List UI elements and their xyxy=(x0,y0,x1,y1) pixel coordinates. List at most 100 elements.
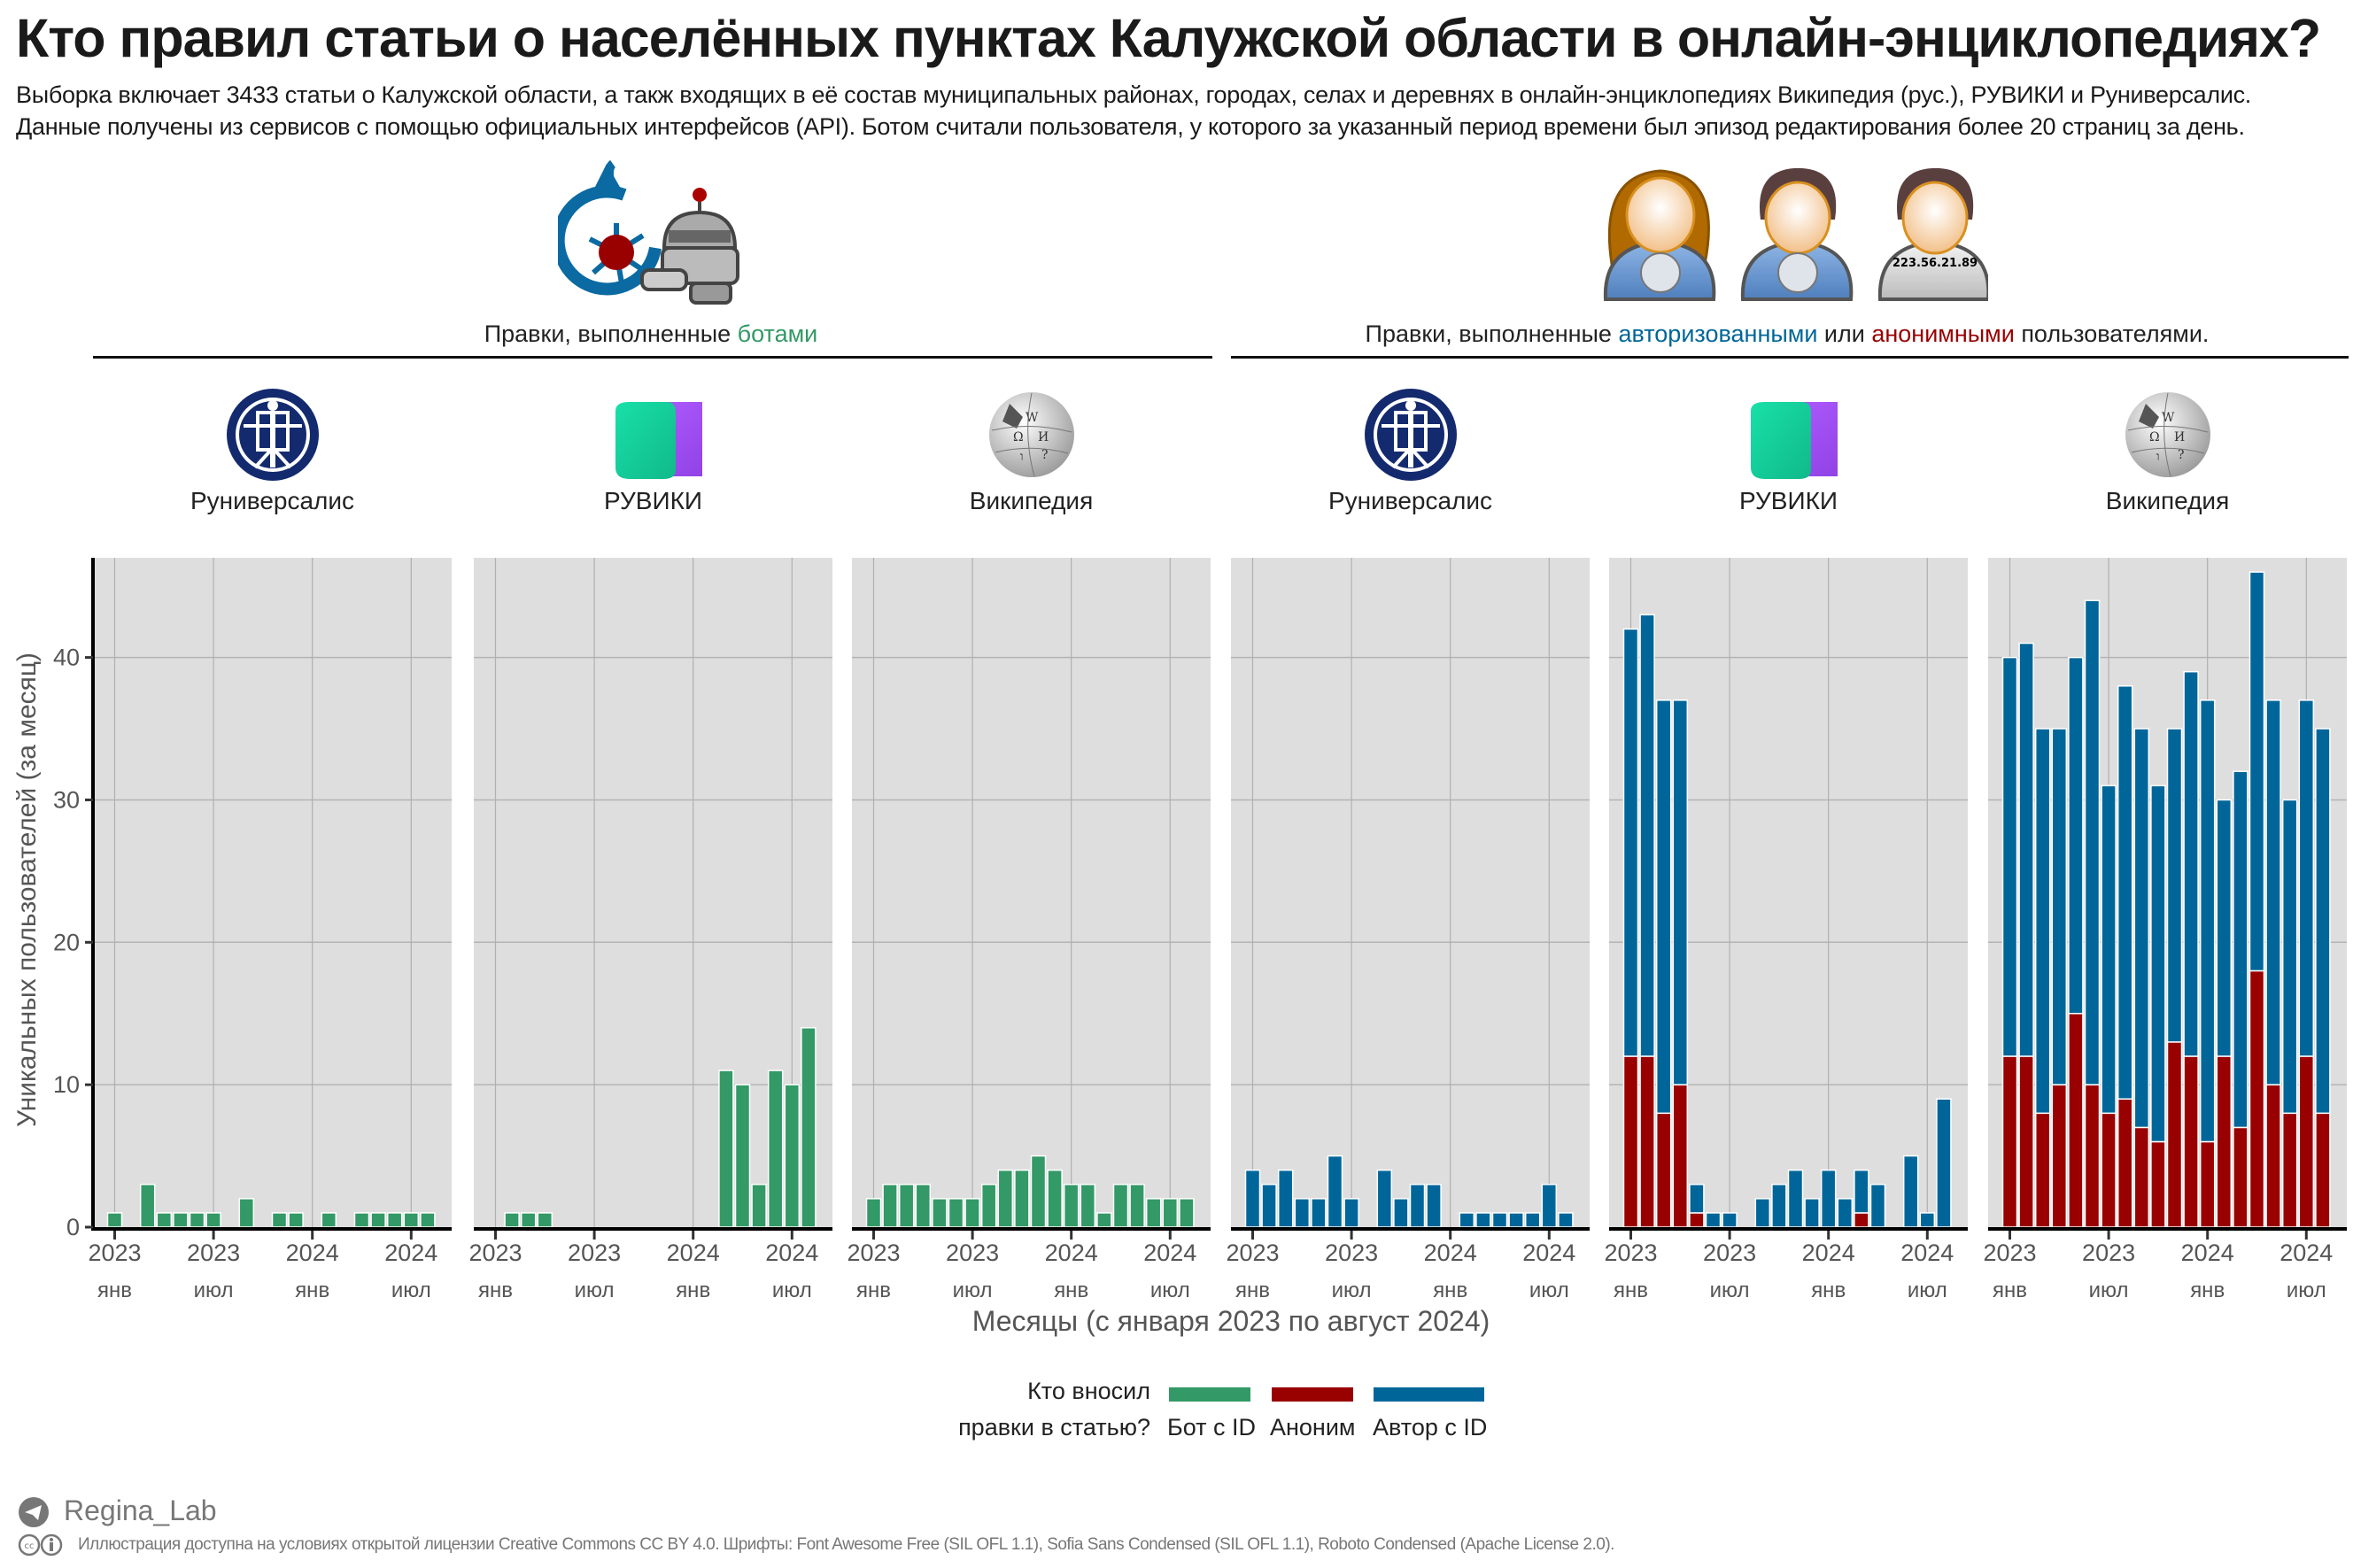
header-highlight-anon: анонимными xyxy=(1871,321,2015,347)
bar-anon-2023-02 xyxy=(2018,1055,2034,1228)
bar-bot-2023-01 xyxy=(106,1212,123,1228)
bar-auth-2023-03 xyxy=(2034,728,2051,1115)
bar-anon-2023-10 xyxy=(2150,1140,2166,1228)
bar-bot-2023-05 xyxy=(173,1212,189,1228)
x-tick-year-label: 2024 xyxy=(384,1240,437,1266)
wikipedia-logo-icon: WΩ Иו? xyxy=(2125,392,2210,477)
x-tick-month-label: янв xyxy=(1614,1278,1648,1302)
bar-anon-2024-06 xyxy=(2281,1112,2298,1228)
platform-label: Руниверсалис xyxy=(190,487,355,514)
bar-auth-2023-02 xyxy=(1261,1183,1277,1228)
bar-auth-2023-05 xyxy=(1689,1183,1705,1214)
bots-section-header: Правки, выполненные ботами xyxy=(484,321,818,348)
legend-label-auth: Автор с ID xyxy=(1373,1414,1488,1441)
x-tick-month-label: янв xyxy=(2190,1278,2225,1302)
bar-auth-2023-09 xyxy=(1376,1169,1393,1228)
robot-icon xyxy=(640,188,739,305)
x-tick-year-label: 2023 xyxy=(2082,1240,2135,1266)
bar-bot-2024-06 xyxy=(767,1070,784,1228)
bar-anon-2023-09 xyxy=(2133,1126,2150,1228)
platform-label: Википедия xyxy=(969,487,1094,514)
bar-auth-2023-10 xyxy=(1771,1183,1787,1228)
bar-auth-2024-07 xyxy=(1919,1212,1936,1228)
bar-bot-2023-09 xyxy=(238,1198,255,1228)
x-tick-year-label: 2024 xyxy=(1045,1240,1098,1266)
bar-auth-2024-08 xyxy=(2315,728,2331,1115)
bar-bot-2023-10 xyxy=(1014,1169,1030,1228)
x-tick-month-label: янв xyxy=(1054,1278,1088,1302)
x-tick-month-label: июл xyxy=(2287,1278,2326,1302)
bar-auth-2024-07 xyxy=(2298,699,2315,1057)
bar-auth-2024-04 xyxy=(1869,1183,1886,1228)
svg-text:Ω: Ω xyxy=(1013,430,1024,444)
x-tick-month-label: июл xyxy=(1710,1278,1750,1302)
x-tick-year-label: 2024 xyxy=(1900,1240,1954,1266)
y-tick-label: 40 xyxy=(53,645,80,671)
legend-swatch-auth xyxy=(1374,1387,1484,1402)
svg-text:cc: cc xyxy=(25,1541,35,1551)
bar-anon-2023-06 xyxy=(2084,1084,2101,1228)
wikipedia-globe-icon xyxy=(1777,252,1818,293)
panel-background xyxy=(852,558,1211,1227)
x-tick-month-label: июл xyxy=(1908,1278,1947,1302)
bar-bot-2023-02 xyxy=(504,1212,520,1228)
bar-auth-2023-01 xyxy=(2001,656,2018,1057)
anonymous-user-icon: 223.56.21.89 xyxy=(1877,167,1988,301)
bar-auth-2023-12 xyxy=(2183,670,2199,1057)
bar-bot-2024-07 xyxy=(1162,1198,1179,1228)
bar-bot-2023-04 xyxy=(915,1183,932,1228)
bar-auth-2023-04 xyxy=(1672,699,1689,1085)
legend-title-line-2: правки в статью? xyxy=(958,1414,1150,1441)
bar-bot-2023-11 xyxy=(271,1212,288,1228)
bar-auth-2023-11 xyxy=(2166,728,2183,1043)
bar-anon-2023-05 xyxy=(2068,1012,2084,1228)
bar-auth-2023-05 xyxy=(1311,1198,1327,1228)
bar-bot-2023-09 xyxy=(997,1169,1014,1228)
bar-auth-2023-06 xyxy=(2084,599,2101,1085)
ruwiki-logo-icon xyxy=(615,402,702,479)
header-text: или xyxy=(1817,321,1872,347)
x-tick-year-label: 2023 xyxy=(468,1240,522,1266)
bar-auth-2024-03 xyxy=(2233,770,2249,1129)
bar-auth-2024-07 xyxy=(1541,1183,1558,1228)
legend-label-anon: Аноним xyxy=(1270,1414,1356,1441)
x-tick-month-label: янв xyxy=(1433,1278,1467,1302)
bar-anon-2024-02 xyxy=(2216,1055,2233,1228)
bar-bot-2024-05 xyxy=(751,1183,767,1228)
bar-auth-2023-01 xyxy=(1622,628,1639,1057)
svg-text:?: ? xyxy=(2178,448,2185,462)
bar-auth-2023-11 xyxy=(1787,1169,1804,1228)
bar-auth-2023-06 xyxy=(1327,1155,1343,1228)
x-tick-month-label: июл xyxy=(575,1278,615,1302)
bar-auth-2023-08 xyxy=(2117,685,2133,1100)
bar-auth-2023-09 xyxy=(1754,1198,1771,1228)
bar-bot-2024-03 xyxy=(1096,1212,1112,1228)
bar-auth-2023-07 xyxy=(2101,784,2117,1115)
legend-title-line-1: Кто вносил xyxy=(1027,1378,1150,1404)
x-tick-year-label: 2024 xyxy=(2279,1240,2333,1266)
bar-bot-2023-04 xyxy=(537,1212,553,1228)
bar-auth-2024-08 xyxy=(1936,1098,1952,1228)
x-tick-month-label: янв xyxy=(478,1278,513,1302)
bar-anon-2024-03 xyxy=(2233,1126,2249,1228)
x-tick-month-label: янв xyxy=(1993,1278,2027,1302)
svg-text:Ω: Ω xyxy=(2149,430,2160,444)
bar-auth-2024-01 xyxy=(1820,1169,1837,1228)
header-text: Правки, выполненные xyxy=(484,321,738,347)
y-tick-label: 10 xyxy=(53,1071,80,1098)
bar-anon-2023-03 xyxy=(2034,1112,2051,1228)
bar-auth-2023-07 xyxy=(1343,1198,1359,1228)
bar-anon-2023-01 xyxy=(2001,1055,2018,1228)
svg-text:?: ? xyxy=(1041,448,1049,462)
bar-anon-2023-07 xyxy=(2101,1112,2117,1228)
panel-background xyxy=(1231,558,1590,1227)
bar-bot-2024-01 xyxy=(1063,1183,1080,1228)
bar-anon-2023-02 xyxy=(1639,1055,1655,1228)
x-tick-year-label: 2023 xyxy=(568,1240,621,1266)
bar-bot-2024-05 xyxy=(370,1212,386,1228)
x-tick-year-label: 2024 xyxy=(286,1240,339,1266)
runiversalis-logo-icon xyxy=(1364,389,1457,481)
x-tick-month-label: июл xyxy=(953,1278,993,1302)
bar-auth-2024-01 xyxy=(2199,699,2216,1143)
